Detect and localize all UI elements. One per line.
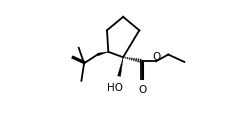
Text: O: O: [151, 52, 160, 62]
Polygon shape: [97, 52, 108, 56]
Text: O: O: [138, 85, 146, 95]
Text: HO: HO: [107, 84, 122, 93]
Polygon shape: [117, 57, 123, 76]
